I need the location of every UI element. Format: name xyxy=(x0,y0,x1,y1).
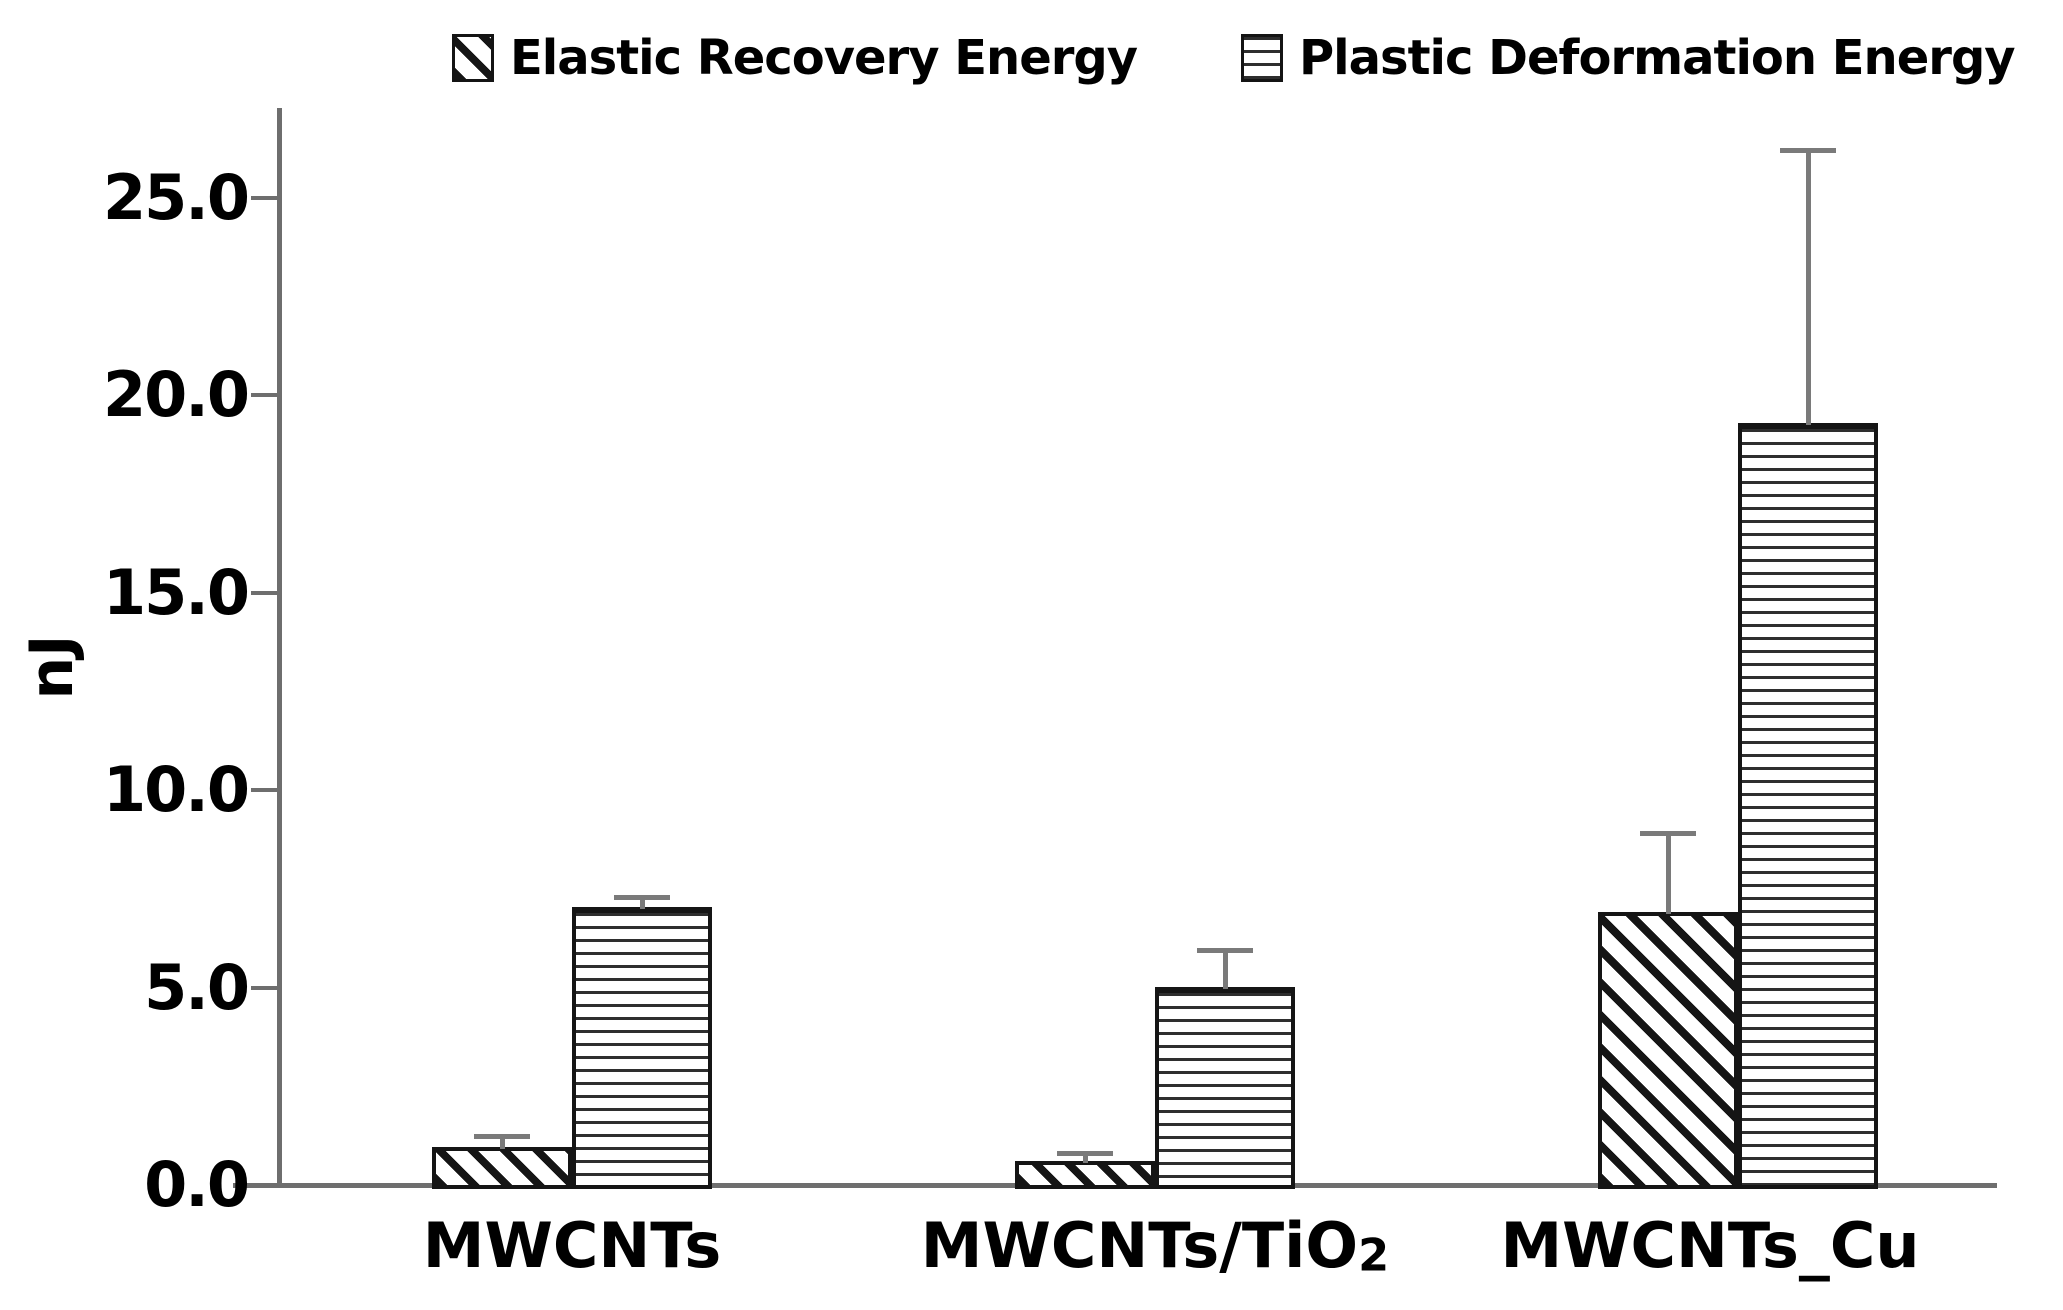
y-tick-label: 5.0 xyxy=(144,950,250,1024)
legend-item-plastic: Plastic Deformation Energy xyxy=(1241,30,2016,86)
y-tick-label: 25.0 xyxy=(103,160,250,234)
error-bar-stem xyxy=(639,896,645,909)
error-bar-cap xyxy=(614,894,670,900)
y-tick-mark xyxy=(251,393,277,397)
bar-plastic-mwcnts-tio2 xyxy=(1155,987,1295,1189)
category-label-mwcnts-tio2: MWCNTs/TiO2 xyxy=(920,1209,1390,1282)
error-bar-cap xyxy=(1197,947,1253,953)
error-bar-stem xyxy=(1665,833,1671,914)
y-tick-label: 20.0 xyxy=(103,358,250,431)
y-tick-label: 10.0 xyxy=(103,753,250,826)
diagonal-hatch-swatch-icon xyxy=(452,34,494,82)
legend-item-elastic: Elastic Recovery Energy xyxy=(452,30,1138,86)
y-tick-label: 15.0 xyxy=(103,555,250,629)
error-bar-stem xyxy=(1805,150,1811,425)
legend-label-elastic: Elastic Recovery Energy xyxy=(510,30,1138,86)
error-bar-cap xyxy=(1640,831,1696,837)
error-bar-cap xyxy=(1780,148,1836,154)
y-tick-mark xyxy=(251,195,277,200)
y-tick-mark xyxy=(251,1183,277,1187)
bar-elastic-mwcnts xyxy=(432,1147,572,1189)
bar-plastic-mwcnts xyxy=(572,907,712,1189)
error-bar-cap xyxy=(1057,1151,1113,1157)
horizontal-lines-swatch-icon xyxy=(1241,34,1283,82)
error-bar-stem xyxy=(1082,1153,1088,1163)
bar-elastic-mwcnts-cu xyxy=(1598,912,1738,1189)
y-axis-title: nJ xyxy=(17,634,87,700)
y-tick-mark xyxy=(251,788,277,792)
legend-label-plastic: Plastic Deformation Energy xyxy=(1299,30,2016,86)
category-label-mwcnts-cu: MWCNTs_Cu xyxy=(1500,1209,1920,1282)
category-label-mwcnts: MWCNTs xyxy=(422,1209,722,1282)
error-bar-stem xyxy=(1222,949,1228,989)
error-bar-stem xyxy=(499,1135,505,1149)
y-tick-label: 0.0 xyxy=(144,1148,250,1221)
bar-elastic-mwcnts-tio2 xyxy=(1015,1161,1155,1189)
y-axis-line xyxy=(277,108,282,1187)
error-bar-cap xyxy=(474,1133,530,1139)
y-tick-mark xyxy=(251,985,277,990)
y-tick-mark xyxy=(251,590,277,595)
bar-plastic-mwcnts-cu xyxy=(1738,423,1878,1189)
